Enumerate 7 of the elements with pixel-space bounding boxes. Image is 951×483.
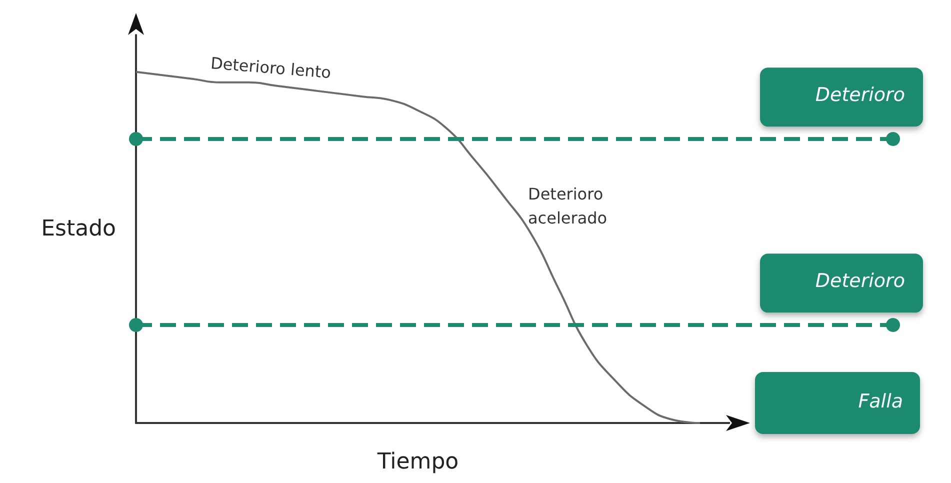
annotation: Deterioro lento bbox=[210, 54, 332, 82]
y-axis-title: Estado bbox=[41, 216, 116, 242]
ref-line-label: Deterioro bbox=[815, 84, 905, 106]
text: Falla bbox=[858, 390, 903, 412]
x-axis-title: Tiempo bbox=[376, 450, 459, 474]
ref-line-label: Deterioro bbox=[815, 270, 905, 292]
annotation: Deterioro acelerado bbox=[528, 184, 608, 228]
